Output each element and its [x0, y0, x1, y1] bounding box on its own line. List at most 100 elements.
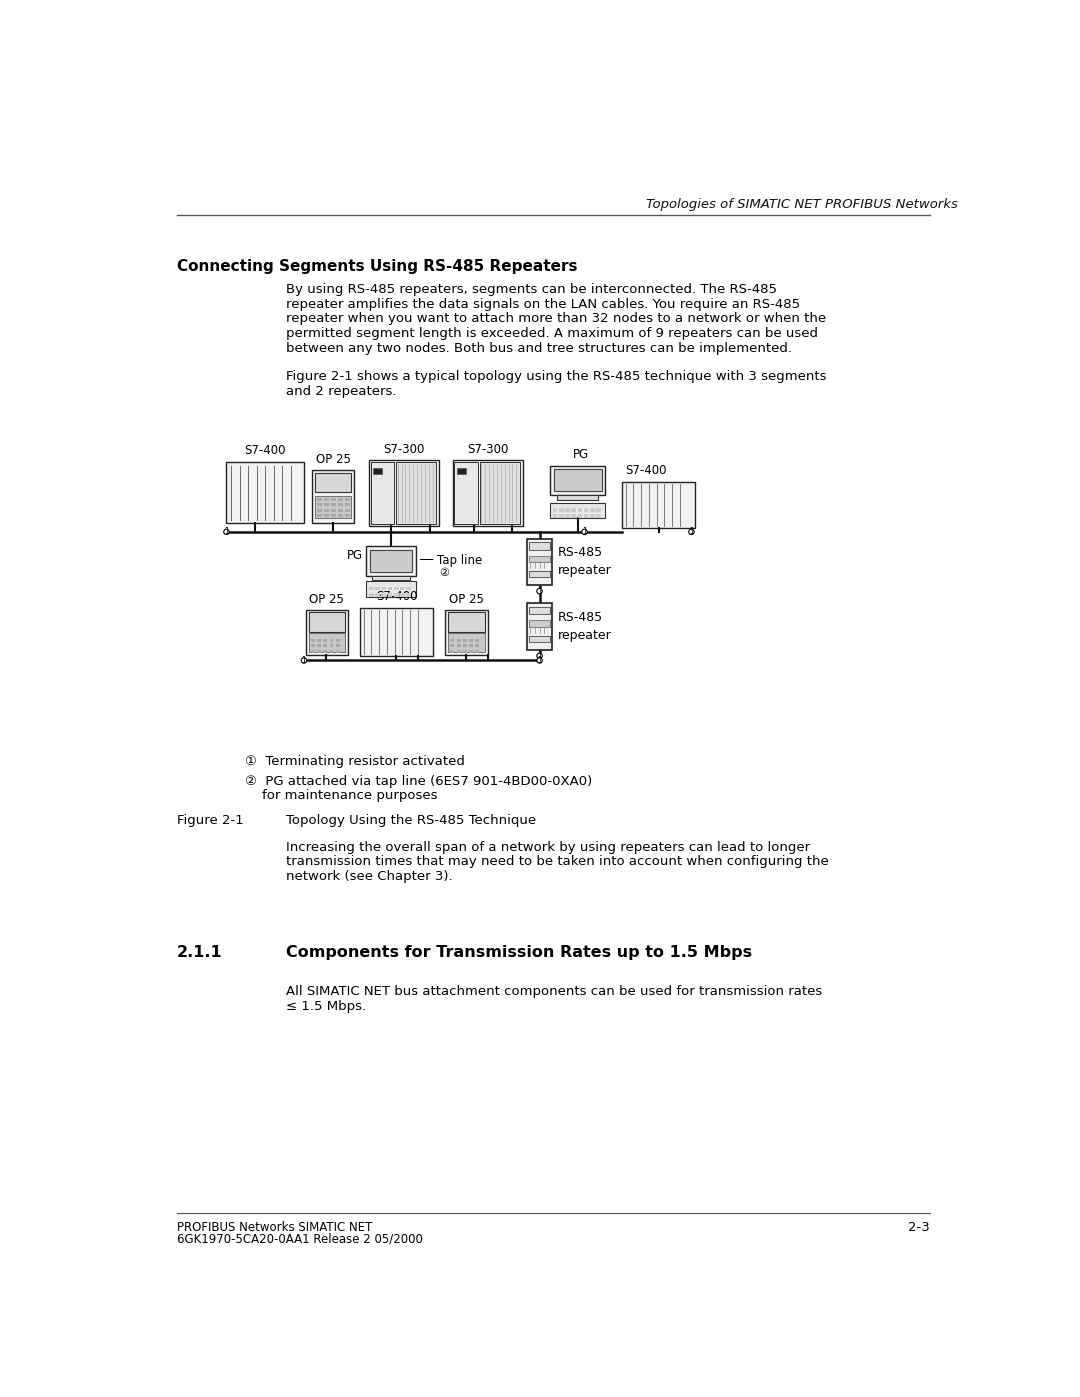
Bar — [373, 576, 410, 580]
Text: 2-3: 2-3 — [908, 1221, 930, 1234]
Bar — [329, 638, 334, 643]
Bar — [306, 610, 348, 655]
Bar — [554, 469, 602, 490]
Text: OP 25: OP 25 — [449, 592, 484, 606]
Text: repeater amplifies the data signals on the LAN cables. You require an RS-485: repeater amplifies the data signals on t… — [286, 298, 800, 310]
Bar — [318, 644, 321, 647]
Bar — [571, 514, 576, 518]
Text: RS-485
repeater: RS-485 repeater — [558, 610, 612, 643]
Bar — [323, 650, 327, 652]
Bar — [388, 592, 392, 597]
Text: PG: PG — [347, 549, 363, 562]
Bar — [345, 509, 350, 511]
Bar — [329, 644, 334, 647]
Text: permitted segment length is exceeded. A maximum of 9 repeaters can be used: permitted segment length is exceeded. A … — [286, 327, 819, 339]
Bar — [338, 503, 342, 507]
Bar — [332, 497, 336, 502]
Bar — [463, 644, 467, 647]
Text: OP 25: OP 25 — [315, 453, 350, 465]
Bar — [559, 514, 564, 518]
Circle shape — [537, 658, 542, 664]
Text: Increasing the overall span of a network by using repeaters can lead to longer: Increasing the overall span of a network… — [286, 841, 810, 854]
Bar — [457, 638, 460, 643]
Bar — [565, 509, 570, 511]
Bar — [553, 514, 557, 518]
Bar — [338, 497, 342, 502]
Text: ②  PG attached via tap line (6ES7 901-4BD00-0XA0): ② PG attached via tap line (6ES7 901-4BD… — [245, 775, 592, 788]
Bar — [311, 638, 314, 643]
Bar — [366, 581, 416, 597]
Bar — [336, 644, 339, 647]
Bar — [381, 592, 387, 597]
Bar — [314, 496, 351, 518]
Bar — [369, 587, 374, 591]
Bar — [400, 587, 405, 591]
Text: Figure 2-1 shows a typical topology using the RS-485 technique with 3 segments: Figure 2-1 shows a typical topology usin… — [286, 370, 826, 383]
Bar — [338, 509, 342, 511]
Bar — [450, 638, 455, 643]
Bar — [475, 638, 480, 643]
Bar — [360, 608, 433, 655]
Text: S7-300: S7-300 — [383, 443, 424, 455]
Bar — [311, 650, 314, 652]
Bar — [329, 650, 334, 652]
Bar — [394, 592, 399, 597]
Text: 1: 1 — [301, 657, 307, 665]
Text: between any two nodes. Both bus and tree structures can be implemented.: between any two nodes. Both bus and tree… — [286, 342, 792, 355]
Bar — [332, 514, 336, 517]
Bar — [529, 620, 551, 627]
Bar — [527, 604, 552, 650]
Text: Components for Transmission Rates up to 1.5 Mbps: Components for Transmission Rates up to … — [286, 946, 753, 960]
Circle shape — [689, 529, 694, 535]
Bar — [375, 592, 380, 597]
Text: Figure 2-1: Figure 2-1 — [177, 814, 244, 827]
Text: and 2 repeaters.: and 2 repeaters. — [286, 384, 396, 398]
Text: 6GK1970-5CA20-0AA1 Release 2 05/2000: 6GK1970-5CA20-0AA1 Release 2 05/2000 — [177, 1232, 422, 1246]
Bar — [457, 650, 460, 652]
Bar — [590, 509, 595, 511]
Text: PROFIBUS Networks SIMATIC NET: PROFIBUS Networks SIMATIC NET — [177, 1221, 373, 1234]
Text: ── Tap line: ── Tap line — [419, 555, 483, 567]
Bar — [314, 474, 351, 492]
Circle shape — [582, 529, 588, 535]
Bar — [318, 509, 322, 511]
Circle shape — [224, 529, 229, 535]
Bar — [529, 542, 551, 549]
Bar — [309, 612, 345, 631]
Bar — [345, 503, 350, 507]
Bar — [227, 462, 303, 524]
Bar — [557, 495, 597, 500]
Bar — [455, 462, 477, 524]
Bar — [475, 650, 480, 652]
Bar — [463, 650, 467, 652]
Bar — [450, 644, 455, 647]
Bar — [529, 556, 551, 562]
Text: 1: 1 — [582, 527, 586, 536]
Bar — [550, 465, 606, 495]
Bar — [373, 468, 382, 474]
Bar — [583, 509, 589, 511]
Text: ②: ② — [440, 569, 449, 578]
Text: Topologies of SIMATIC NET PROFIBUS Networks: Topologies of SIMATIC NET PROFIBUS Netwo… — [646, 198, 958, 211]
Bar — [445, 610, 488, 655]
Bar — [394, 587, 399, 591]
Bar — [553, 509, 557, 511]
Text: 1: 1 — [689, 527, 693, 536]
Bar — [318, 503, 322, 507]
Bar — [332, 503, 336, 507]
Text: PG: PG — [573, 448, 590, 461]
Bar — [450, 650, 455, 652]
Bar — [336, 650, 339, 652]
Text: All SIMATIC NET bus attachment components can be used for transmission rates: All SIMATIC NET bus attachment component… — [286, 985, 822, 999]
Text: 1: 1 — [537, 651, 542, 661]
Bar — [529, 636, 551, 643]
Text: ①  Terminating resistor activated: ① Terminating resistor activated — [245, 756, 464, 768]
Circle shape — [537, 654, 542, 658]
Text: Topology Using the RS-485 Technique: Topology Using the RS-485 Technique — [286, 814, 537, 827]
Bar — [475, 644, 480, 647]
Circle shape — [537, 588, 542, 594]
Bar — [583, 514, 589, 518]
Text: network (see Chapter 3).: network (see Chapter 3). — [286, 870, 453, 883]
Bar — [469, 638, 473, 643]
Bar — [529, 571, 551, 577]
